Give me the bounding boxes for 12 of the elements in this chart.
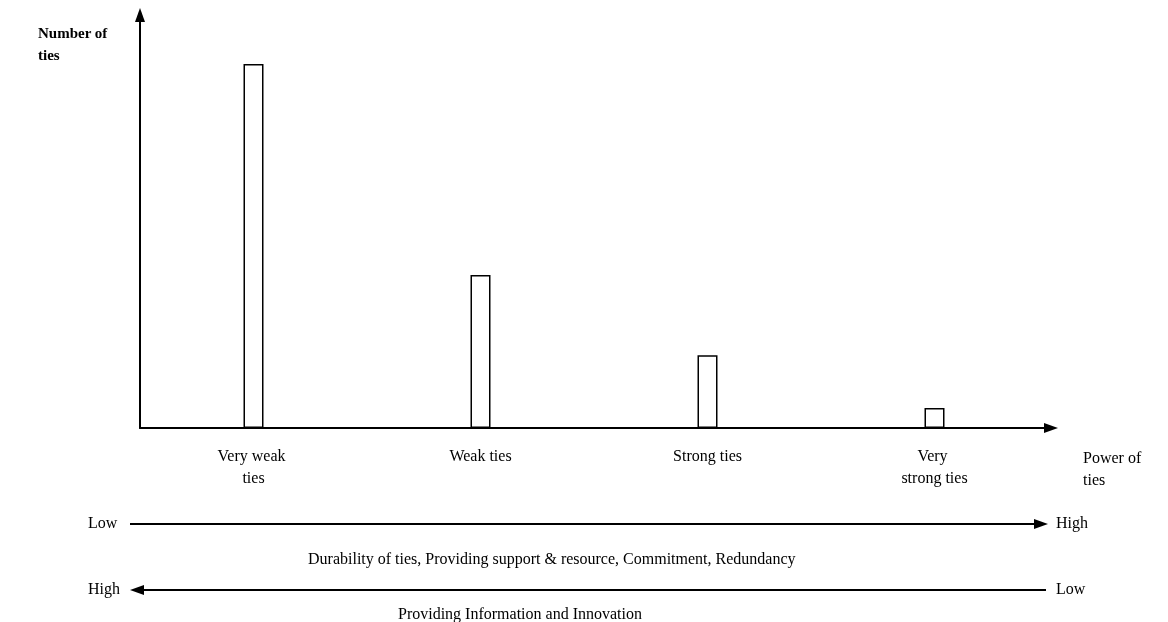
text: Low — [88, 513, 118, 531]
x-tick-label: Strong ties — [673, 446, 742, 465]
x-tick-label: Very strong ties — [901, 446, 968, 487]
x-tick-label: Very weak ties — [217, 446, 290, 486]
x-tick-label: Weak ties — [449, 446, 512, 464]
text: High — [1056, 513, 1088, 532]
y-axis-title: Number of ties — [38, 25, 112, 63]
text: Providing Information and Innovation — [398, 604, 642, 622]
text: High — [88, 579, 120, 598]
text: Durability of ties, Providing support & resource, Commitment, Redundancy — [308, 549, 796, 568]
text: Low — [1056, 579, 1086, 597]
x-axis-title: Power of ties — [1083, 448, 1146, 488]
